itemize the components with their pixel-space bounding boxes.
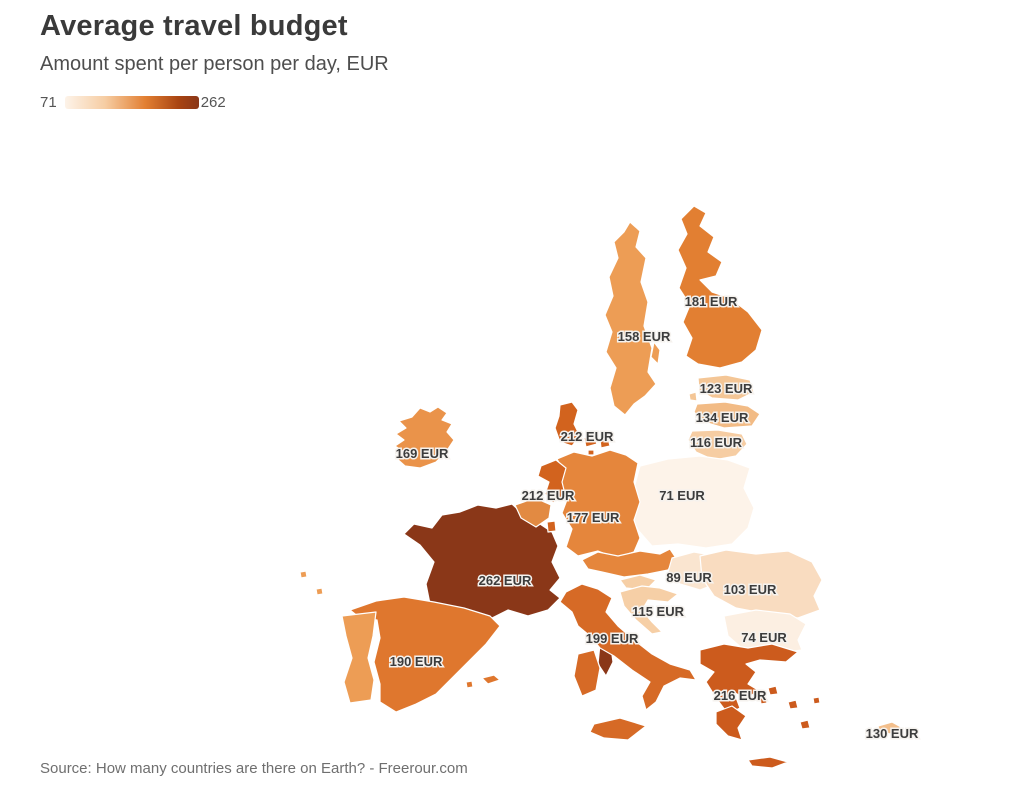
value-label-denmark: 212 EUR <box>561 429 614 444</box>
italy-mainland <box>559 583 697 711</box>
country-france <box>403 503 614 677</box>
value-label-croatia: 115 EUR <box>632 604 685 619</box>
country-cyprus <box>877 721 902 735</box>
greece-crete <box>747 756 789 769</box>
spain-balearic-1 <box>481 674 501 685</box>
portugal-mainland <box>341 611 377 704</box>
country-belgium <box>514 497 552 528</box>
greece-island-4 <box>759 696 768 705</box>
country-portugal <box>299 570 377 704</box>
country-spain <box>349 596 501 713</box>
country-austria <box>581 548 677 578</box>
country-luxembourg <box>546 520 557 533</box>
value-label-estonia: 123 EUR <box>700 381 753 396</box>
denmark-funen <box>583 435 598 448</box>
country-denmark <box>554 401 611 456</box>
country-ireland <box>394 406 455 469</box>
value-label-germany: 177 EUR <box>567 510 620 525</box>
legend-min-label: 71 <box>40 94 57 111</box>
greece-island-3 <box>799 719 811 730</box>
country-latvia <box>693 401 761 429</box>
denmark-zealand <box>599 437 611 449</box>
country-estonia <box>688 374 755 402</box>
legend-max-label: 262 <box>200 94 226 111</box>
source-text: Source: How many countries are there on … <box>40 760 468 777</box>
value-label-sweden: 158 EUR <box>618 329 671 344</box>
spain-balearic-2 <box>465 680 474 689</box>
italy-sardinia <box>573 649 601 697</box>
value-label-latvia: 134 EUR <box>696 410 749 425</box>
country-greece <box>699 643 821 769</box>
greece-mainland <box>699 643 799 715</box>
denmark-islet <box>587 449 595 456</box>
value-label-hungary: 89 EUR <box>666 570 712 585</box>
page-subtitle: Amount spent per person per day, EUR <box>40 53 389 75</box>
value-label-greece: 216 EUR <box>714 688 767 703</box>
spain-mainland <box>349 596 501 713</box>
country-bulgaria <box>723 609 807 655</box>
chart-header: Average travel budget Amount spent per p… <box>40 10 389 111</box>
value-label-cyprus: 130 EUR <box>866 726 919 741</box>
italy-sicily <box>589 717 647 741</box>
country-sweden <box>604 221 661 416</box>
value-label-italy: 199 EUR <box>586 631 639 646</box>
value-label-netherlands: 212 EUR <box>522 488 575 503</box>
country-lithuania <box>687 429 748 461</box>
estonia-islands <box>688 391 698 402</box>
value-label-spain: 190 EUR <box>390 654 443 669</box>
value-label-lithuania: 116 EUR <box>690 435 743 450</box>
denmark-jutland <box>554 401 581 447</box>
value-label-ireland: 169 EUR <box>396 446 449 461</box>
color-legend: 71 262 <box>40 94 389 111</box>
country-romania <box>699 549 823 619</box>
greece-island-5 <box>812 696 821 705</box>
sweden-gotland <box>650 341 661 365</box>
country-croatia <box>619 585 679 635</box>
estonia-mainland <box>697 374 755 401</box>
country-germany <box>556 449 641 559</box>
greece-peloponnese <box>715 705 747 741</box>
value-label-finland: 181 EUR <box>685 294 738 309</box>
value-label-romania: 103 EUR <box>724 582 777 597</box>
sweden-mainland <box>604 221 657 416</box>
portugal-madeira <box>299 570 308 579</box>
greece-island-1 <box>767 685 779 696</box>
value-label-france: 262 EUR <box>479 573 532 588</box>
portugal-azores <box>315 587 324 596</box>
country-italy <box>559 583 697 741</box>
greece-island-2 <box>787 699 799 710</box>
country-finland <box>677 205 763 369</box>
value-label-poland: 71 EUR <box>659 488 705 503</box>
page-title: Average travel budget <box>40 10 348 42</box>
country-netherlands <box>537 459 567 504</box>
value-label-bulgaria: 74 EUR <box>741 630 787 645</box>
legend-gradient-bar <box>64 96 199 109</box>
